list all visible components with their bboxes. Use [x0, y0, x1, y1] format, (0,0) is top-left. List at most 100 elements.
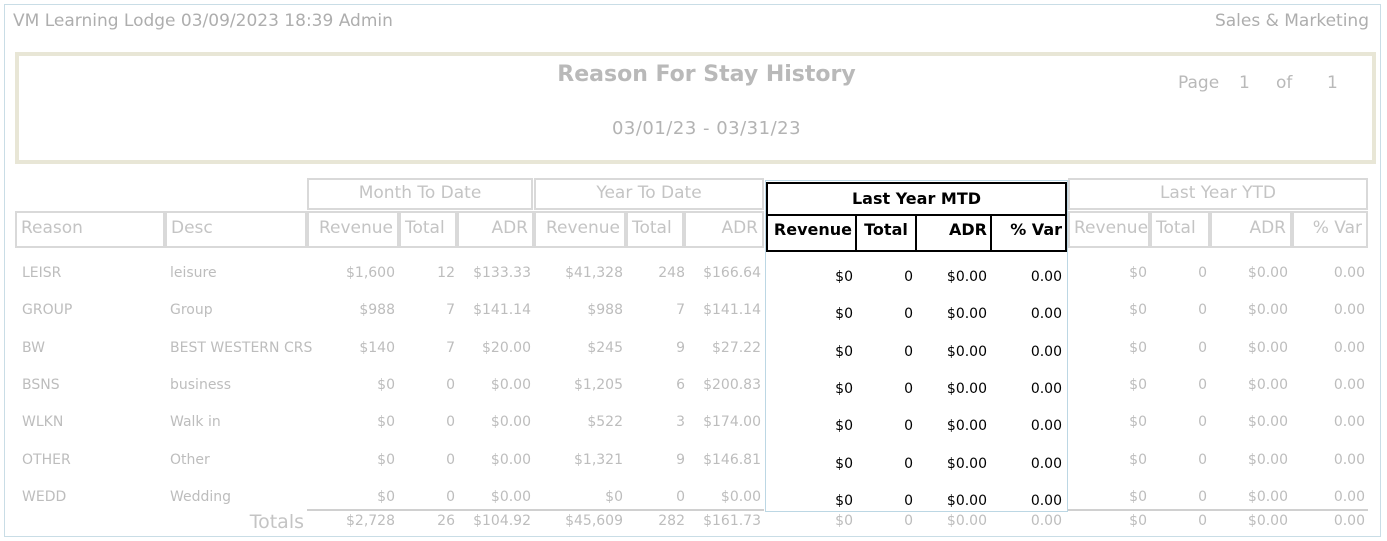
row-desc: business — [170, 377, 232, 393]
totals-mtd-value: $2,728 — [346, 513, 395, 529]
row-lyytd-value: 0.00 — [1333, 340, 1365, 356]
totals-lyytd-value: 0 — [1198, 513, 1207, 529]
col-lymtd-revenue: Revenue — [766, 214, 857, 252]
row-desc: Wedding — [170, 489, 232, 505]
row-mtd-value: 0 — [446, 414, 455, 430]
totals-rule-left — [307, 509, 764, 511]
group-month-to-date: Month To Date — [307, 178, 533, 210]
row-mtd-value: $0.00 — [490, 489, 531, 505]
row-reason: GROUP — [22, 302, 73, 318]
col-desc: Desc — [165, 211, 307, 248]
row-reason: BW — [22, 340, 45, 356]
page-total: 1 — [1327, 73, 1338, 93]
row-reason: BSNS — [22, 377, 60, 393]
row-lyytd-value: 0.00 — [1333, 452, 1365, 468]
row-ytd-value: 248 — [658, 265, 685, 281]
totals-mtd-value: 26 — [437, 513, 455, 529]
row-lyytd-value: 0 — [1198, 265, 1207, 281]
row-lyytd-value: 0 — [1198, 377, 1207, 393]
row-mtd-value: $141.14 — [473, 302, 531, 318]
col-mtd-revenue: Revenue — [307, 211, 399, 248]
row-mtd-value: $140 — [359, 340, 395, 356]
report-title: Reason For Stay History — [557, 62, 856, 87]
totals-lymtd-value: $0.00 — [946, 513, 987, 529]
row-lymtd-value: 0 — [904, 306, 913, 322]
col-mtd-total: Total — [399, 211, 457, 248]
row-lymtd-value: $0.00 — [946, 381, 987, 397]
totals-lyytd-value: $0.00 — [1247, 513, 1288, 529]
group-last-year-ytd: Last Year YTD — [1068, 178, 1368, 210]
row-lyytd-value: $0.00 — [1247, 452, 1288, 468]
row-lyytd-value: 0 — [1198, 340, 1207, 356]
row-desc: Group — [170, 302, 213, 318]
row-ytd-value: $200.83 — [703, 377, 761, 393]
row-lymtd-value: 0 — [904, 493, 913, 509]
row-mtd-value: $0 — [377, 377, 395, 393]
row-lymtd-value: $0.00 — [946, 493, 987, 509]
row-lyytd-value: 0 — [1198, 489, 1207, 505]
totals-rule-right — [1068, 509, 1368, 511]
col-ytd-revenue: Revenue — [534, 211, 626, 248]
row-mtd-value: 0 — [446, 452, 455, 468]
row-lymtd-value: $0.00 — [946, 269, 987, 285]
totals-ytd-value: $161.73 — [703, 513, 761, 529]
row-ytd-value: 0 — [676, 489, 685, 505]
row-lyytd-value: 0.00 — [1333, 302, 1365, 318]
row-lyytd-value: $0 — [1129, 489, 1147, 505]
col-lyytd-revenue: Revenue — [1068, 211, 1150, 248]
totals-lymtd-value: 0 — [904, 513, 913, 529]
row-ytd-value: $141.14 — [703, 302, 761, 318]
totals-ytd-value: 282 — [658, 513, 685, 529]
totals-lyytd-value: 0.00 — [1333, 513, 1365, 529]
totals-lymtd-value: $0 — [835, 513, 853, 529]
row-lymtd-value: $0 — [835, 269, 853, 285]
row-ytd-value: $27.22 — [712, 340, 761, 356]
row-ytd-value: $522 — [587, 414, 623, 430]
row-lyytd-value: 0.00 — [1333, 489, 1365, 505]
row-lymtd-value: 0.00 — [1030, 493, 1062, 509]
row-lyytd-value: 0 — [1198, 414, 1207, 430]
row-lymtd-value: 0.00 — [1030, 456, 1062, 472]
col-lymtd-total: Total — [855, 214, 917, 252]
row-ytd-value: $166.64 — [703, 265, 761, 281]
row-lymtd-value: 0.00 — [1030, 344, 1062, 360]
row-reason: WEDD — [22, 489, 67, 505]
row-reason: OTHER — [22, 452, 71, 468]
row-ytd-value: 9 — [676, 452, 685, 468]
of-label: of — [1276, 73, 1293, 93]
row-lyytd-value: $0 — [1129, 414, 1147, 430]
row-lyytd-value: 0 — [1198, 452, 1207, 468]
row-lymtd-value: 0.00 — [1030, 306, 1062, 322]
row-lyytd-value: $0.00 — [1247, 302, 1288, 318]
row-ytd-value: $146.81 — [703, 452, 761, 468]
row-mtd-value: 0 — [446, 377, 455, 393]
row-desc: BEST WESTERN CRS — [170, 340, 313, 356]
row-ytd-value: $41,328 — [565, 265, 623, 281]
row-lymtd-value: $0.00 — [946, 418, 987, 434]
row-lymtd-value: $0 — [835, 418, 853, 434]
totals-lyytd-value: $0 — [1129, 513, 1147, 529]
row-mtd-value: $133.33 — [473, 265, 531, 281]
row-desc: Other — [170, 452, 210, 468]
col-ytd-total: Total — [626, 211, 684, 248]
row-lymtd-value: 0.00 — [1030, 381, 1062, 397]
row-ytd-value: $0.00 — [720, 489, 761, 505]
totals-ytd-value: $45,609 — [565, 513, 623, 529]
col-reason: Reason — [15, 211, 165, 248]
row-lymtd-value: $0.00 — [946, 456, 987, 472]
totals-mtd-value: $104.92 — [473, 513, 531, 529]
row-lymtd-value: 0 — [904, 269, 913, 285]
col-lyytd-total: Total — [1150, 211, 1210, 248]
totals-label: Totals — [249, 511, 304, 533]
row-lymtd-value: 0.00 — [1030, 418, 1062, 434]
row-lymtd-value: $0.00 — [946, 306, 987, 322]
col-ytd-adr: ADR — [684, 211, 764, 248]
row-ytd-value: 6 — [676, 377, 685, 393]
row-lymtd-value: $0 — [835, 493, 853, 509]
row-lymtd-value: $0 — [835, 381, 853, 397]
row-mtd-value: 7 — [446, 340, 455, 356]
row-reason: WLKN — [22, 414, 64, 430]
header-left: VM Learning Lodge 03/09/2023 18:39 Admin — [13, 11, 393, 31]
row-mtd-value: $0.00 — [490, 452, 531, 468]
row-lyytd-value: $0.00 — [1247, 489, 1288, 505]
